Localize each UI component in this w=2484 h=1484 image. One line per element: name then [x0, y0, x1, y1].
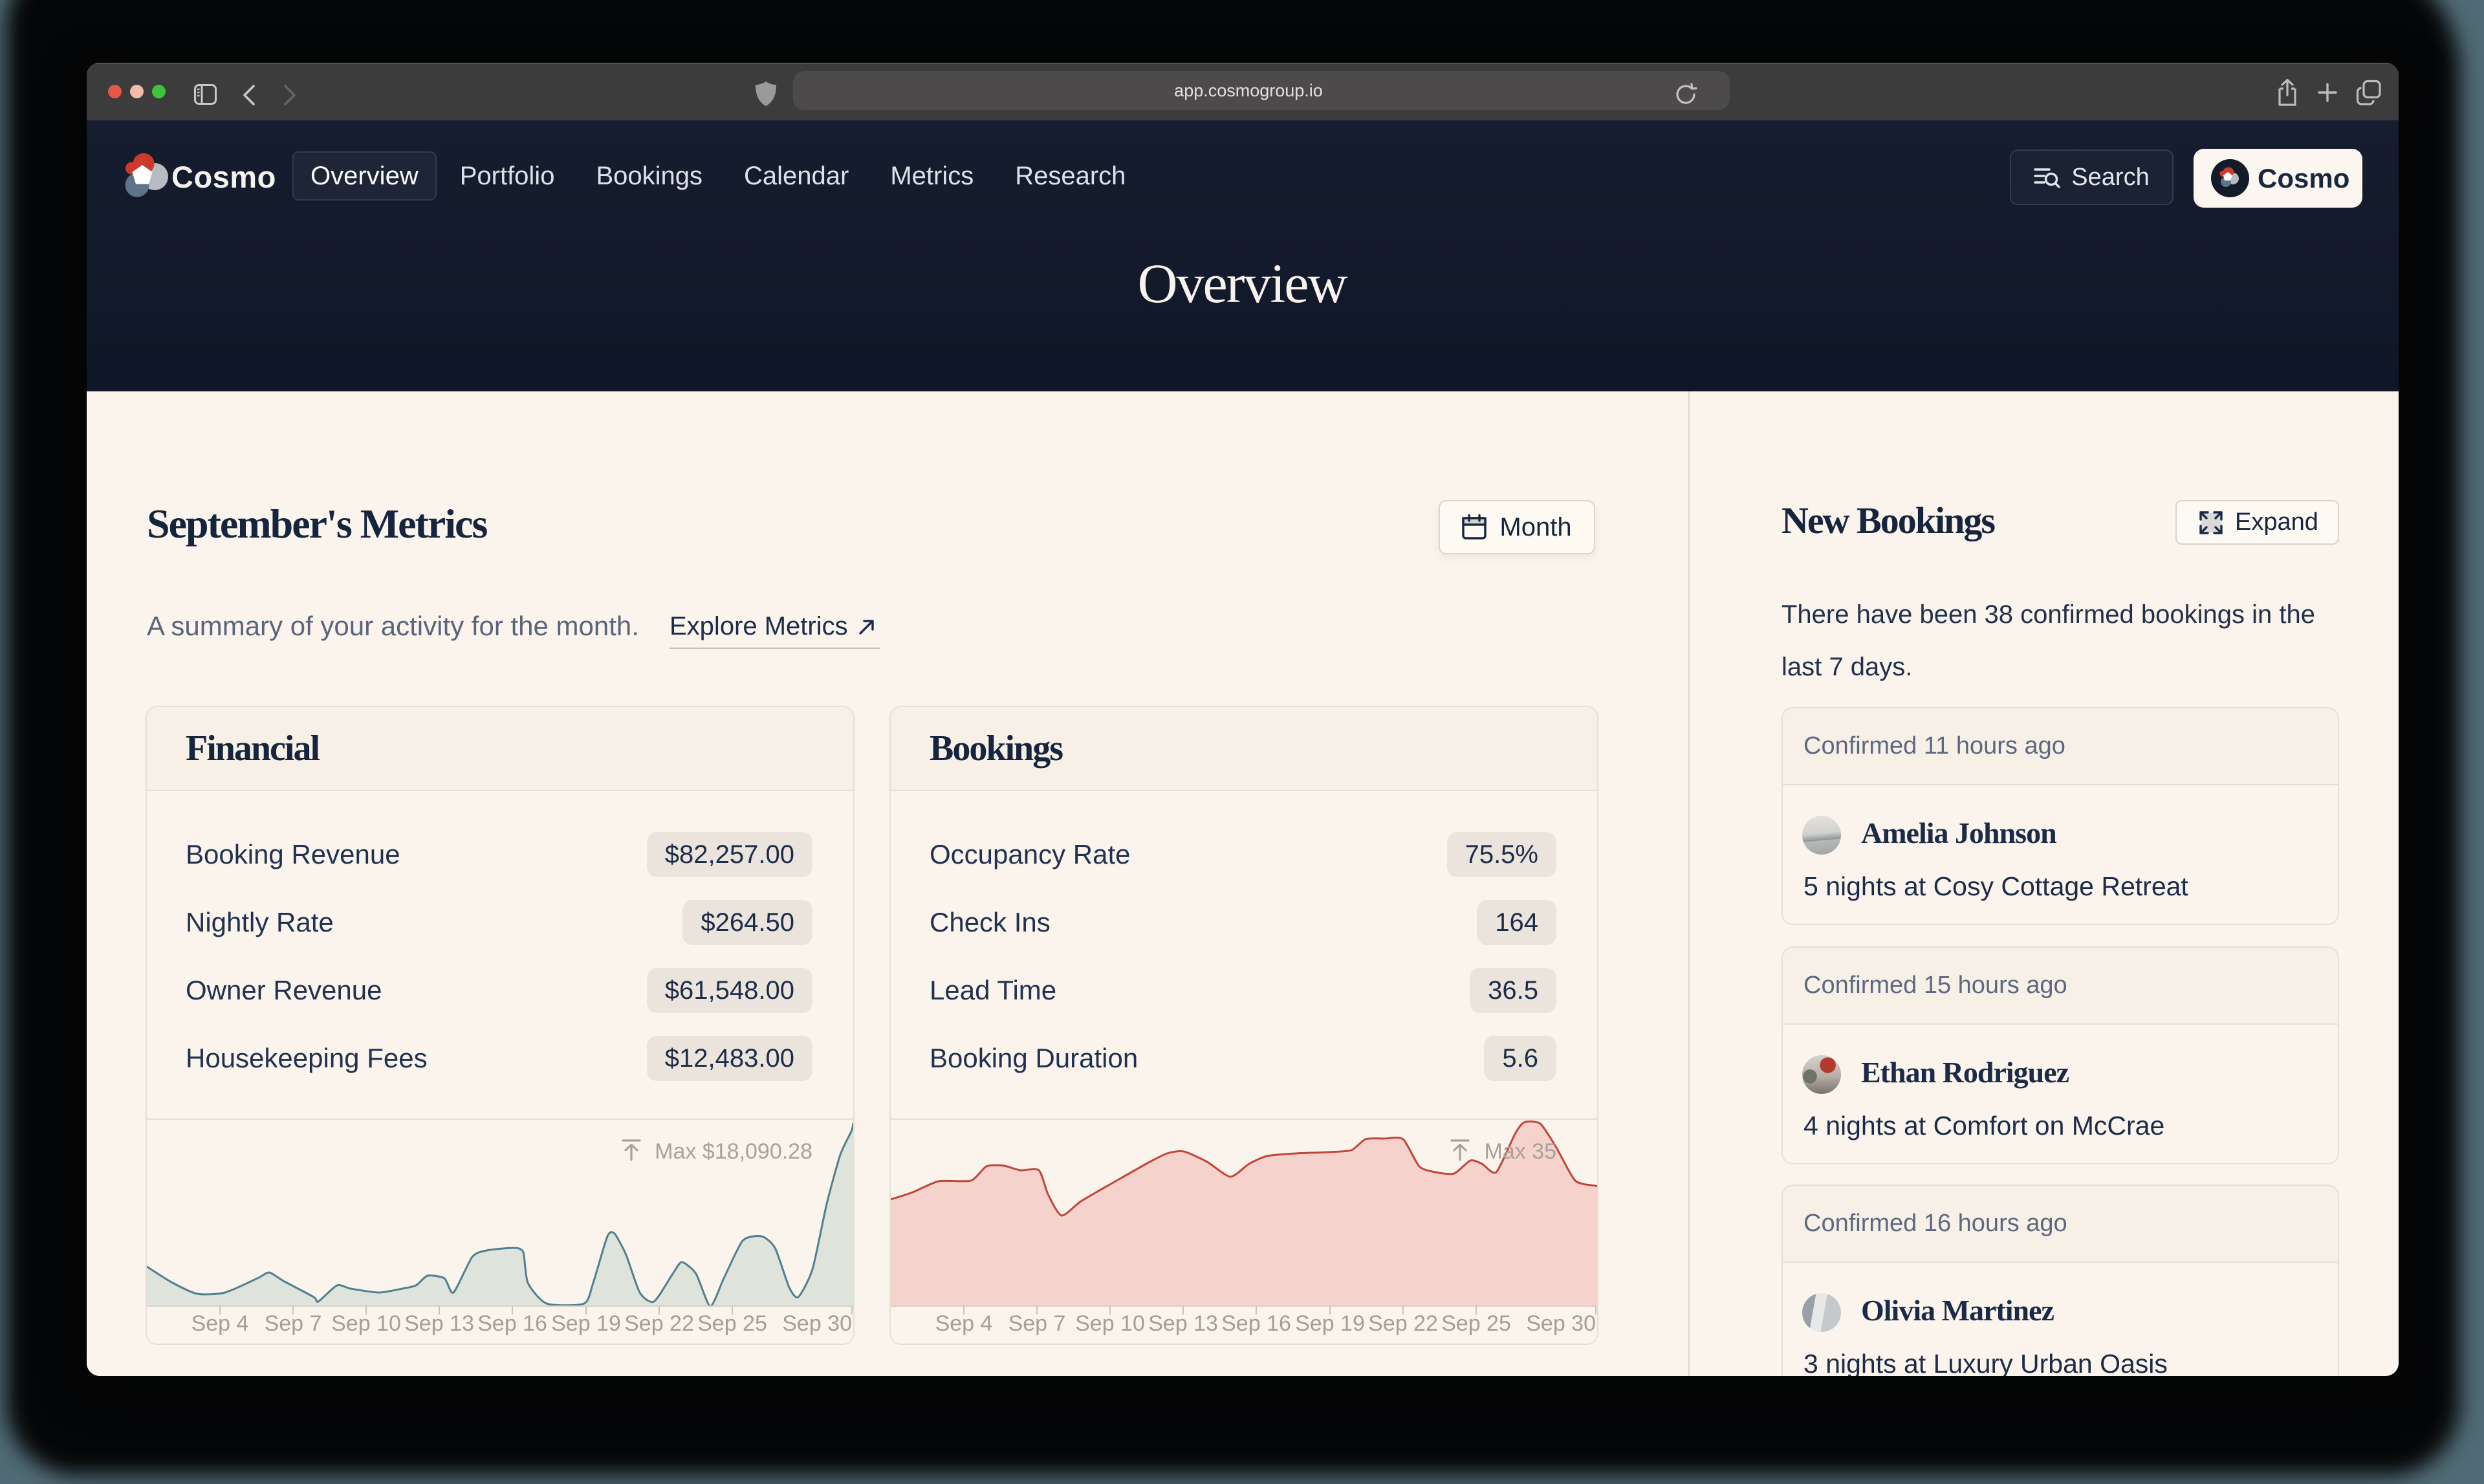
svg-text:Max 35: Max 35 [1485, 1139, 1557, 1164]
svg-text:Sep 19: Sep 19 [551, 1311, 621, 1336]
svg-text:Sep 22: Sep 22 [1368, 1311, 1438, 1336]
svg-text:Max $18,090.28: Max $18,090.28 [655, 1139, 812, 1164]
svg-text:Sep 30: Sep 30 [782, 1311, 852, 1336]
svg-text:Sep 10: Sep 10 [1075, 1311, 1145, 1336]
svg-text:Sep 25: Sep 25 [697, 1311, 767, 1336]
svg-text:Sep 22: Sep 22 [624, 1311, 694, 1336]
svg-text:Sep 19: Sep 19 [1295, 1311, 1365, 1336]
svg-text:Sep 30: Sep 30 [1526, 1311, 1596, 1336]
svg-text:Sep 25: Sep 25 [1441, 1311, 1511, 1336]
svg-text:Sep 16: Sep 16 [1221, 1311, 1291, 1336]
svg-text:Sep 16: Sep 16 [477, 1311, 547, 1336]
svg-text:Sep 7: Sep 7 [1008, 1311, 1066, 1336]
svg-text:Sep 4: Sep 4 [191, 1311, 249, 1336]
svg-text:Sep 13: Sep 13 [404, 1311, 474, 1336]
svg-text:Sep 7: Sep 7 [265, 1311, 322, 1336]
svg-text:Sep 13: Sep 13 [1148, 1311, 1218, 1336]
svg-text:Sep 10: Sep 10 [331, 1311, 401, 1336]
svg-text:Sep 4: Sep 4 [935, 1311, 993, 1336]
